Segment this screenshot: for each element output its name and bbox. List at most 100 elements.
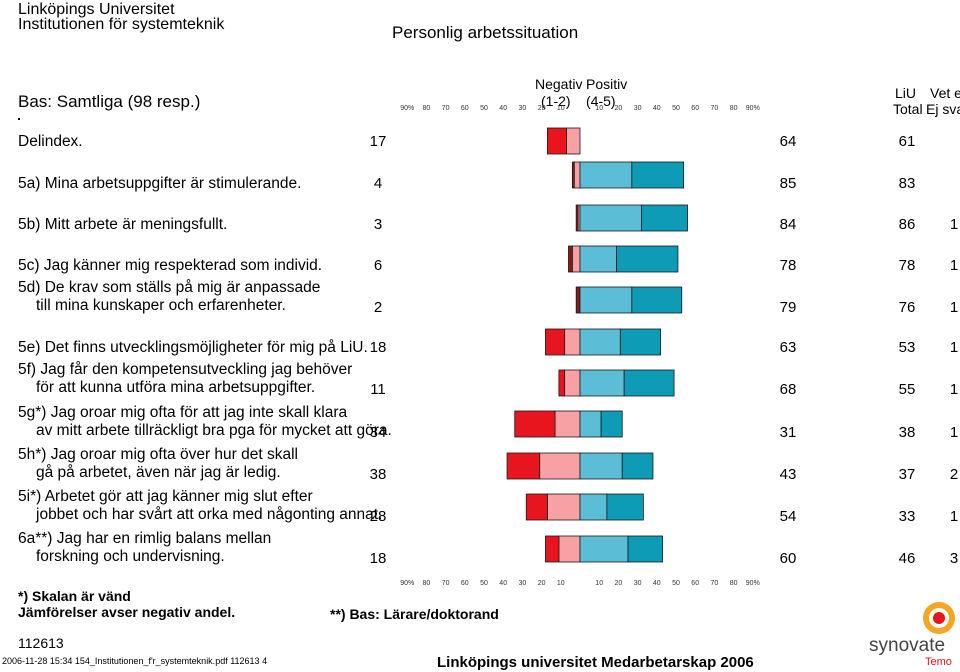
row-label-cont: forskning och undervisning. [36, 548, 225, 565]
axis-tick-pos: 70 [711, 580, 719, 587]
bar-positive-mild [579, 535, 629, 563]
synovate-logo: synovate Temo [869, 602, 955, 668]
negative-value: 28 [370, 508, 387, 525]
bar-negative-strong [571, 161, 575, 189]
negative-value: 11 [370, 381, 386, 398]
row-label: 5d) De krav som ställs på mig är anpassa… [18, 279, 320, 296]
ej-svar-value: 3 [950, 550, 958, 567]
negative-value: 34 [370, 424, 387, 441]
liu-total-value: 78 [780, 257, 797, 274]
liu-total-value: 54 [780, 508, 797, 525]
row-label: 5g*) Jag oroar mig ofta för att jag inte… [18, 404, 347, 421]
positive-range: (4-5) [586, 93, 616, 109]
bar-negative-mild [558, 535, 581, 563]
bar-negative-strong [545, 328, 566, 356]
axis-tick-neg: 90% [400, 580, 414, 587]
row-label: Delindex. [18, 133, 83, 150]
survey-name: Linköpings universitet Medarbetarskap 20… [437, 654, 754, 671]
ej-svar-value: 1 [950, 216, 958, 233]
bar-negative-strong [546, 127, 567, 155]
axis-tick-pos: 70 [711, 105, 719, 112]
row-label-cont: gå på arbetet, även när jag är ledig. [36, 464, 281, 481]
negative-value: 38 [370, 466, 387, 483]
bar-negative-strong [506, 452, 541, 480]
axis-tick-pos: 80 [730, 105, 738, 112]
bar-positive-strong [631, 161, 685, 189]
axis-tick-pos: 90% [746, 105, 760, 112]
axis-tick-pos: 90% [746, 580, 760, 587]
bar-positive-mild [579, 369, 625, 397]
ej-svar-value: 2 [950, 466, 958, 483]
axis-tick-pos: 30 [634, 580, 642, 587]
bar-positive-strong [600, 410, 623, 438]
vet-ej-value: 53 [899, 339, 916, 356]
vet-ej-value: 86 [899, 216, 916, 233]
axis-tick-pos: 60 [691, 105, 699, 112]
liu-total-value: 63 [780, 339, 797, 356]
liu-total-value: 79 [780, 299, 797, 316]
axis-tick-neg: 30 [519, 580, 527, 587]
axis-tick-neg: 40 [499, 580, 507, 587]
footnote-comparison: Jämförelser avser negativ andel. [18, 604, 236, 620]
report-code: 112613 [18, 635, 64, 651]
bar-negative-strong [514, 410, 556, 438]
axis-tick-pos: 80 [730, 580, 738, 587]
bar-negative-mild [546, 493, 581, 521]
bar-negative-mild [571, 245, 581, 273]
bar-negative-mild [539, 452, 581, 480]
vet-ej-value: 61 [899, 133, 916, 150]
bar-positive-strong [627, 535, 663, 563]
bar-positive-mild [579, 493, 608, 521]
bar-negative-strong [568, 245, 573, 273]
ej-svar-value: 1 [950, 508, 958, 525]
row-label-cont: för att kunna utföra mina arbetsuppgifte… [36, 379, 315, 396]
axis-tick-neg: 80 [423, 105, 431, 112]
footnote-base: **) Bas: Lärare/doktorand [330, 606, 499, 622]
vet-ej-value: 38 [899, 424, 916, 441]
row-label-cont: av mitt arbete tillräckligt bra pga för … [36, 422, 392, 439]
row-label-cont: jobbet och har svårt att orka med någont… [35, 506, 382, 523]
vet-ej-value: 78 [899, 257, 916, 274]
axis-tick-pos: 60 [691, 580, 699, 587]
vet-ej-value: 37 [899, 466, 916, 483]
liu-total-value: 85 [780, 175, 797, 192]
bar-positive-mild [579, 410, 602, 438]
axis-tick-pos: 30 [634, 105, 642, 112]
axis-tick-neg: 10 [557, 580, 565, 587]
negative-value: 4 [374, 175, 382, 192]
bar-negative-strong [575, 286, 581, 314]
positive-header: Positiv [586, 76, 628, 92]
axis-tick-pos: 20 [615, 580, 623, 587]
base-label: Bas: Samtliga (98 resp.) [18, 92, 201, 111]
liu-total-value: 68 [780, 381, 797, 398]
liu-header: LiU [895, 85, 917, 101]
axis-tick-neg: 30 [519, 105, 527, 112]
vet-ej-value: 83 [899, 175, 916, 192]
department-name: Institutionen för systemteknik [18, 16, 225, 33]
logo-subtext: Temo [925, 656, 952, 668]
vet-ej-value: 76 [899, 299, 916, 316]
vet-ej-value: 46 [899, 550, 916, 567]
logo-text: synovate [869, 635, 945, 656]
liu-total-value: 43 [780, 466, 797, 483]
row-label: 5i*) Arbetet gör att jag känner mig slut… [18, 488, 313, 505]
bar-negative-mild [564, 369, 581, 397]
ej-svar-value: 1 [950, 381, 958, 398]
axis-tick-neg: 60 [461, 580, 469, 587]
bar-positive-strong [631, 286, 683, 314]
ej-svar-value: 1 [950, 299, 958, 316]
bar-positive-mild [579, 161, 633, 189]
ej-svar-value: 1 [950, 257, 958, 274]
bar-positive-mild [579, 286, 633, 314]
negative-value: 3 [374, 216, 382, 233]
axis-tick-neg: 20 [538, 105, 546, 112]
row-label: 6a**) Jag har en rimlig balans mellan [18, 530, 271, 547]
page-title: Personlig arbetssituation [392, 23, 579, 42]
bar-positive-strong [619, 328, 662, 356]
bar-negative-strong [575, 204, 579, 232]
bar-negative-strong [525, 493, 548, 521]
axis-tick-pos: 10 [595, 105, 603, 112]
liu-total-value: 64 [780, 133, 797, 150]
axis-tick-neg: 80 [423, 580, 431, 587]
